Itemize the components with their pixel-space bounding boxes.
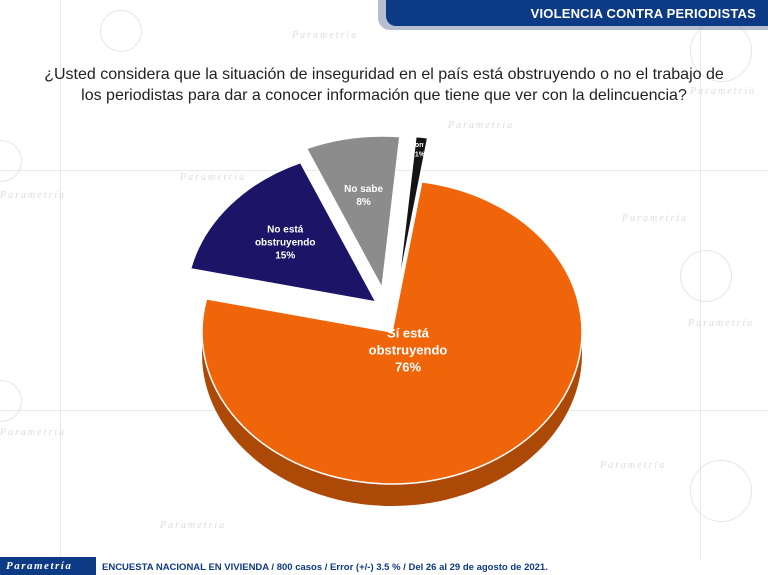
watermark: Parametría — [180, 172, 247, 183]
watermark: Parametría — [622, 213, 689, 224]
pie-slice-label: No contestó 1% — [400, 142, 440, 158]
header-banner — [386, 0, 768, 26]
watermark: Parametría — [690, 86, 757, 97]
watermark: Parametría — [688, 318, 755, 329]
pie-slice-label: Sí está obstruyendo 76% — [369, 326, 448, 375]
pie-slice — [189, 161, 378, 304]
watermark: Parametría — [0, 427, 67, 438]
watermark: Parametría — [0, 190, 67, 201]
watermark: Parametría — [448, 120, 515, 131]
pie-slice — [305, 135, 401, 291]
header-title: VIOLENCIA CONTRA PERIODISTAS — [530, 6, 756, 21]
pie-chart: Sí está obstruyendo 76% No está obstruyendo 1… — [189, 135, 583, 506]
pie-slice-label: No está obstruyendo 15% — [255, 224, 316, 261]
survey-question: ¿Usted considera que la situación de ins… — [44, 66, 724, 104]
watermark: Parametría — [292, 30, 359, 41]
footer-logo: Parametría — [0, 557, 96, 575]
footer-survey-info: ENCUESTA NACIONAL EN VIVIENDA / 800 caso… — [102, 562, 548, 573]
pie-slice — [201, 181, 583, 485]
pie-slice — [397, 135, 429, 289]
watermark: Parametría — [600, 460, 667, 471]
watermark: Parametría — [160, 520, 227, 531]
pie-slice-label: No sabe 8% — [344, 184, 383, 208]
